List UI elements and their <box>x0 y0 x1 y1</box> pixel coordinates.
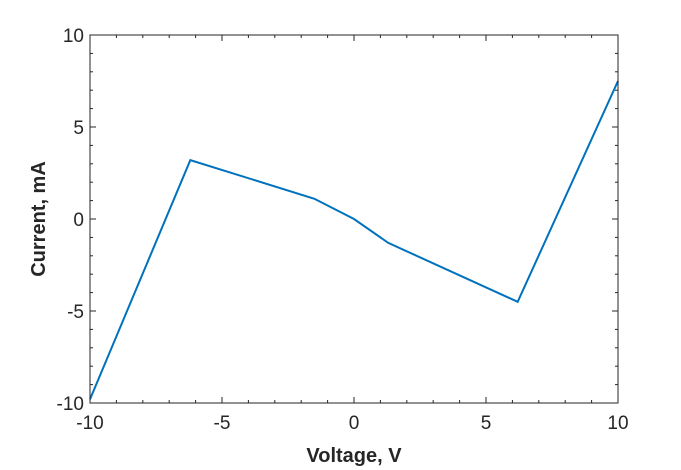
y-axis-label: Current, mA <box>28 161 50 277</box>
x-tick-label: -5 <box>214 413 231 434</box>
y-tick-label: -10 <box>57 394 84 415</box>
x-tick-labels: -10 -5 0 5 10 <box>76 413 628 434</box>
x-tick-label: 5 <box>481 413 492 434</box>
y-tick-label: 0 <box>73 210 84 231</box>
y-tick-label: 10 <box>63 26 84 47</box>
x-tick-label: -10 <box>76 413 103 434</box>
plot-frame <box>89 34 619 404</box>
y-tick-label: 5 <box>73 118 84 139</box>
x-tick-label: 0 <box>349 413 360 434</box>
y-tick-label: -5 <box>67 302 84 323</box>
x-tick-label: 10 <box>607 413 628 434</box>
y-tick-labels: -10 -5 0 5 10 <box>57 26 84 415</box>
series-line <box>89 80 619 400</box>
x-axis-label: Voltage, V <box>306 445 402 467</box>
